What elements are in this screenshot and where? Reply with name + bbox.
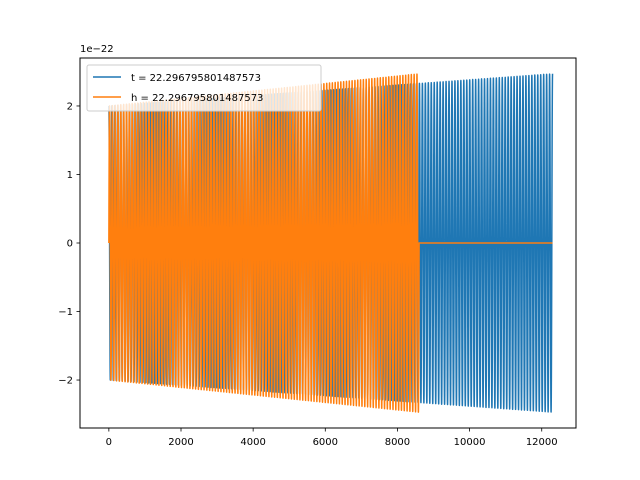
y-offset-label: 1e−22 — [80, 44, 114, 55]
x-axis: 0 2000 4000 6000 8000 10000 12000 — [106, 428, 558, 448]
x-tick-label: 0 — [106, 437, 112, 448]
y-axis: −2 −1 0 1 2 — [58, 101, 80, 387]
y-tick-label: 0 — [67, 239, 73, 250]
y-tick-label: −1 — [58, 307, 73, 318]
legend-label-h: h = 22.296795801487573 — [131, 93, 263, 104]
y-tick-label: 2 — [67, 101, 73, 112]
x-tick-label: 8000 — [385, 437, 410, 448]
legend-box — [86, 64, 322, 112]
y-tick-label: 1 — [67, 170, 73, 181]
y-tick-label: −2 — [58, 376, 73, 387]
x-tick-label: 12000 — [526, 437, 558, 448]
x-tick-label: 6000 — [313, 437, 338, 448]
series-line-h — [108, 73, 553, 413]
x-tick-label: 4000 — [240, 437, 265, 448]
legend: t = 22.296795801487573 h = 22.2967958014… — [86, 64, 322, 112]
x-tick-label: 10000 — [454, 437, 486, 448]
legend-label-t: t = 22.296795801487573 — [131, 73, 261, 84]
x-tick-label: 2000 — [168, 437, 193, 448]
